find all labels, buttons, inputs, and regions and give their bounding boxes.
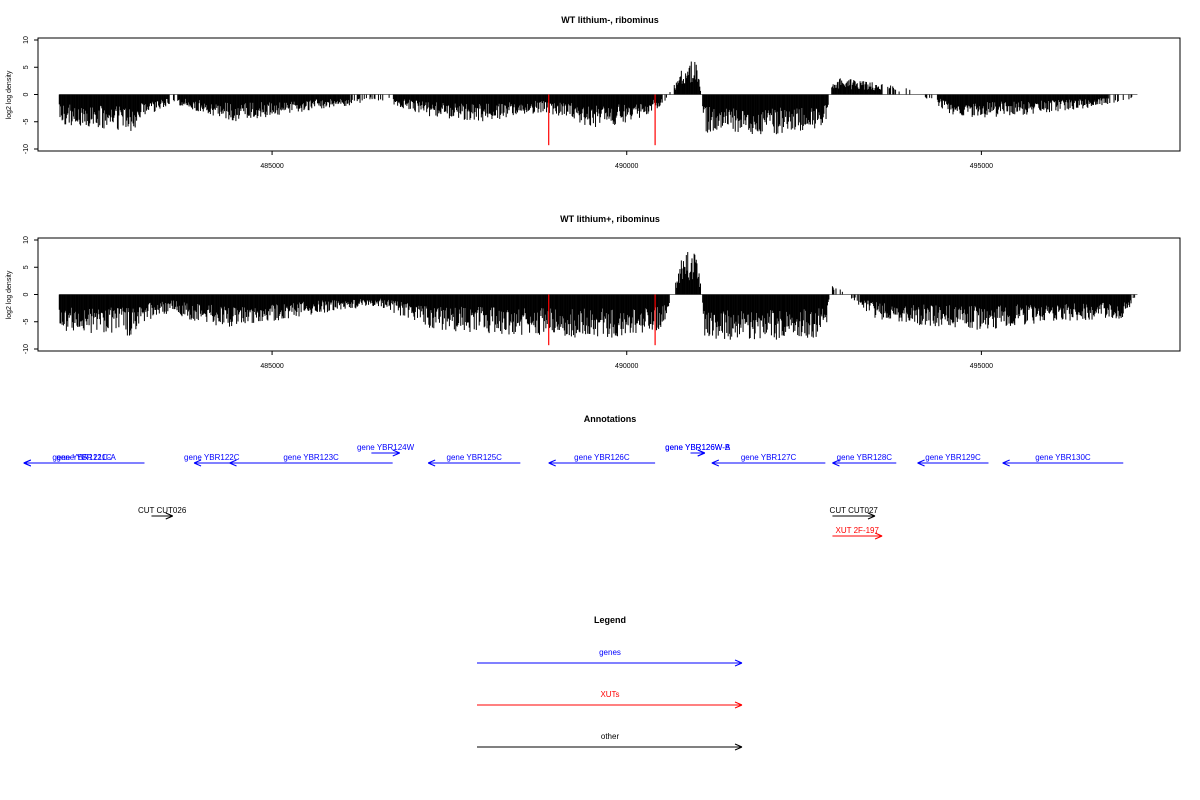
gene-arrow-head [548, 462, 556, 467]
x-tick-label: 490000 [615, 163, 638, 170]
legend-arrowhead [734, 746, 743, 751]
y-tick-label: -10 [23, 144, 30, 154]
gene-arrow-head [427, 459, 436, 464]
x-tick-label: 490000 [615, 363, 638, 370]
x-tick-label: 485000 [260, 363, 283, 370]
gene-label: gene YBR122C [184, 453, 240, 462]
y-tick-label: 0 [23, 92, 30, 96]
gene-arrow-head [697, 449, 705, 454]
legend-arrowhead [734, 659, 743, 664]
gene-arrow-head [23, 459, 32, 464]
gene-label: gene YBR121C [56, 453, 112, 462]
gene-label: gene YBR128C [837, 453, 893, 462]
gene-arrow-head [832, 462, 840, 467]
gene-arrow-head [23, 462, 32, 467]
legend: Legend genes XUTs other [477, 615, 743, 751]
y-tick-label: 10 [23, 236, 30, 244]
legend-arrowhead [734, 704, 743, 709]
annotations-title: Annotations [584, 414, 637, 424]
other-feature-label: CUT CUT026 [138, 506, 187, 515]
gene-label: gene YBR129C [925, 453, 981, 462]
gene-arrow-head [711, 462, 720, 467]
xut-arrow-head [874, 535, 883, 540]
gene-label: gene YBR130C [1035, 453, 1091, 462]
legend-arrowhead [734, 743, 743, 748]
gene-arrow-head [832, 459, 840, 464]
legend-label: genes [599, 648, 621, 657]
gene-arrow-head [711, 459, 720, 464]
y-tick-label: -10 [23, 344, 30, 354]
y-tick-label: 5 [23, 65, 30, 69]
gene-label: gene YBR127C [741, 453, 797, 462]
legend-arrowhead [734, 701, 743, 706]
x-tick-label: 495000 [970, 363, 993, 370]
other-feature-arrow-head [867, 515, 876, 520]
gene-label: gene YBR126C [574, 453, 630, 462]
y-axis-label: log2 log density [6, 70, 13, 119]
other-feature-arrow-head [165, 515, 173, 520]
x-tick-label: 495000 [970, 163, 993, 170]
legend-arrowhead [734, 662, 743, 667]
y-tick-label: 5 [23, 265, 30, 269]
panel-title: WT lithium+, ribominus [560, 214, 660, 224]
x-tick-label: 485000 [260, 163, 283, 170]
y-axis-label: log2 log density [6, 270, 13, 319]
gene-arrow-head [697, 452, 705, 457]
density-panel-lithium-minus: WT lithium-, ribominus log2 log density … [6, 15, 1181, 170]
gene-arrow-head [229, 462, 237, 467]
density-panel-lithium-plus: WT lithium+, ribominus log2 log density … [6, 214, 1181, 370]
y-tick-label: 0 [23, 292, 30, 296]
gene-label: gene YBR121C-A [52, 453, 116, 462]
gene-label: gene YBR123C [283, 453, 339, 462]
gene-label: gene YBR124W [357, 443, 415, 452]
gene-arrow-head [193, 459, 202, 464]
y-tick-label: -5 [23, 119, 30, 125]
gene-arrow-head [427, 462, 436, 467]
panel-title: WT lithium-, ribominus [561, 15, 659, 25]
gene-arrow-head [193, 462, 202, 467]
legend-title: Legend [594, 615, 626, 625]
gene-arrow-head [392, 452, 400, 457]
gene-arrow-head [1002, 459, 1010, 464]
legend-label: other [601, 732, 620, 741]
gene-arrow-head [229, 459, 237, 464]
gene-label: gene YBR126W-A [665, 443, 731, 452]
legend-label: XUTs [600, 690, 619, 699]
other-feature-arrow-head [165, 512, 173, 517]
gene-label: gene YBR125C [447, 453, 503, 462]
other-feature-label: CUT CUT027 [830, 506, 879, 515]
gene-arrow-head [548, 459, 556, 464]
gene-label: gene YBR126W-B [665, 443, 730, 452]
gene-arrow-head [1002, 462, 1010, 467]
gene-arrow-head [917, 459, 925, 464]
y-tick-label: 10 [23, 36, 30, 44]
xut-label: XUT 2F-197 [836, 526, 880, 535]
xut-arrow-head [874, 532, 883, 537]
y-tick-label: -5 [23, 319, 30, 325]
gene-arrow-head [917, 462, 925, 467]
gene-arrow-head [392, 449, 400, 454]
other-feature-arrow-head [867, 512, 876, 517]
